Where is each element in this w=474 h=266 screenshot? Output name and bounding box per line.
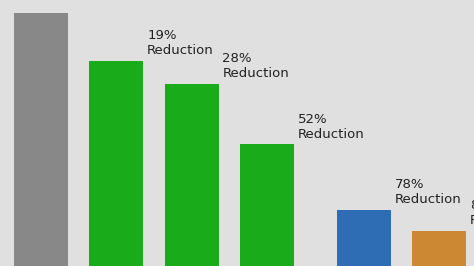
Bar	[240, 144, 294, 266]
Bar	[90, 61, 144, 266]
Text: 28%
Reduction: 28% Reduction	[222, 52, 289, 80]
Text: 86%
Reduction: 86% Reduction	[470, 199, 474, 227]
Bar	[14, 13, 68, 266]
Text: 19%
Reduction: 19% Reduction	[147, 29, 214, 57]
Bar	[412, 231, 466, 266]
Bar	[164, 84, 219, 266]
Text: 78%
Reduction: 78% Reduction	[395, 178, 462, 206]
Text: 52%
Reduction: 52% Reduction	[298, 113, 364, 141]
Bar	[337, 210, 392, 266]
